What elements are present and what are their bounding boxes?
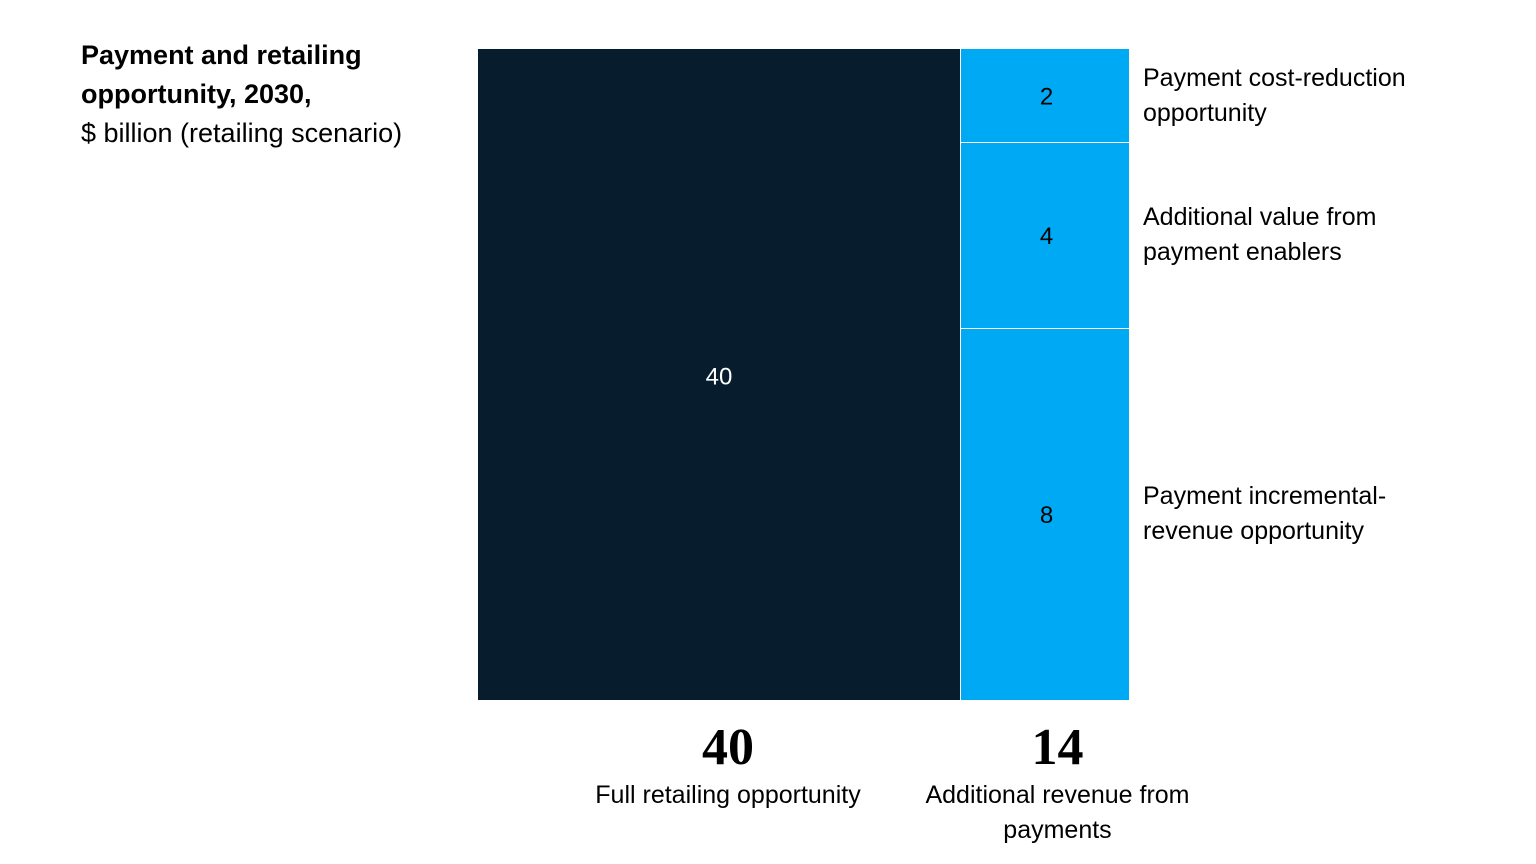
segment-value-label-cost-reduction: 2: [1040, 84, 1053, 111]
segment-value-label-enablers: 4: [1040, 223, 1053, 250]
segment-payment-incremental-revenue: [961, 329, 1129, 700]
total-value-retailing: 40: [702, 719, 754, 776]
chart-title-block: Payment and retailing opportunity, 2030,…: [81, 36, 481, 153]
segment-payment-enablers: [961, 143, 1129, 328]
segment-full-retailing: [478, 49, 960, 700]
legend-label-cost-reduction: Payment cost-reduction opportunity: [1143, 63, 1406, 127]
segment-value-label-retailing: 40: [706, 363, 733, 390]
total-label-retailing: Full retailing opportunity: [595, 781, 861, 809]
total-payments: 14 Additional revenue from payments: [908, 722, 1208, 848]
chart-title: Payment and retailing opportunity, 2030,: [81, 40, 362, 109]
total-label-payments: Additional revenue from payments: [925, 781, 1190, 844]
legend-label-payment-enablers: Additional value from payment enablers: [1143, 203, 1377, 266]
legend-label-incremental-revenue: Payment incremental-revenue opportunity: [1143, 482, 1387, 545]
segment-value-label-incremental: 8: [1040, 502, 1053, 529]
chart-subtitle: $ billion (retailing scenario): [81, 118, 403, 148]
segment-payment-cost-reduction: [961, 49, 1129, 142]
total-value-payments: 14: [1031, 719, 1084, 776]
total-retailing: 40 Full retailing opportunity: [578, 722, 878, 813]
